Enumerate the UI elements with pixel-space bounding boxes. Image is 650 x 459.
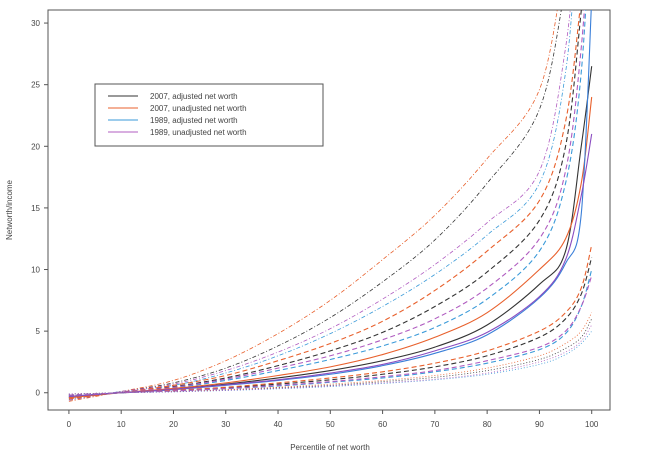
y-axis-label: Networth/income <box>5 179 14 240</box>
legend-box <box>94 83 324 147</box>
x-tick-label: 30 <box>221 420 230 429</box>
series-line-9 <box>68 96 593 399</box>
series-line-5 <box>68 10 581 400</box>
x-tick-label: 100 <box>585 420 599 429</box>
legend: 2007, adjusted net worth 2007, unadjusted… <box>94 83 324 147</box>
series-line-1 <box>68 10 558 402</box>
series-line-6 <box>68 10 587 399</box>
series-line-0 <box>68 10 562 401</box>
y-tick-label: 10 <box>31 266 40 275</box>
x-tick-label: 90 <box>535 420 544 429</box>
x-tick-label: 0 <box>67 420 72 429</box>
x-axis-label: Percentile of net worth <box>290 443 370 452</box>
x-tick-label: 80 <box>483 420 492 429</box>
series-line-18 <box>68 330 593 395</box>
series-line-17 <box>68 312 593 395</box>
series-line-10 <box>68 10 592 397</box>
series-line-7 <box>68 10 585 399</box>
y-tick-label: 25 <box>31 81 40 90</box>
legend-label: 1989, unadjusted net worth <box>150 128 247 137</box>
x-tick-label: 10 <box>117 420 126 429</box>
plot-frame <box>47 9 611 411</box>
series-line-14 <box>68 269 593 396</box>
x-tick-label: 70 <box>430 420 439 429</box>
series-line-13 <box>68 244 593 396</box>
legend-label: 1989, adjusted net worth <box>150 116 238 125</box>
series-layer <box>68 10 593 402</box>
y-tick-label: 20 <box>31 142 40 151</box>
y-tick-label: 0 <box>36 389 41 398</box>
series-line-11 <box>68 133 593 397</box>
y-tick-label: 15 <box>31 204 40 213</box>
y-tick-label: 5 <box>36 327 41 336</box>
x-tick-label: 20 <box>169 420 178 429</box>
x-tick-label: 50 <box>326 420 335 429</box>
x-tick-label: 40 <box>274 420 283 429</box>
series-line-2 <box>68 10 573 400</box>
series-line-16 <box>68 318 593 395</box>
series-line-3 <box>68 10 571 401</box>
legend-label: 2007, adjusted net worth <box>150 92 238 101</box>
series-line-4 <box>68 10 582 399</box>
y-tick-label: 30 <box>31 19 40 28</box>
x-tick-label: 60 <box>378 420 387 429</box>
series-line-15 <box>68 275 593 396</box>
axes: 0 5 10 15 20 25 30 0 10 20 30 40 50 60 70 80 90 100 <box>31 19 599 429</box>
legend-label: 2007, unadjusted net worth <box>150 104 247 113</box>
